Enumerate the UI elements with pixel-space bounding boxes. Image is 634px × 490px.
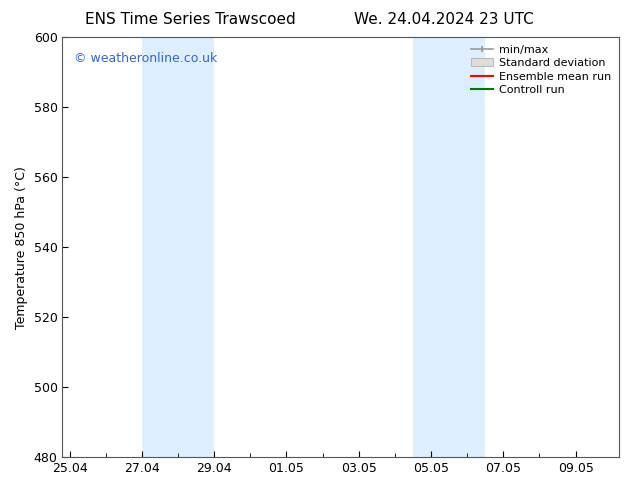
Text: ENS Time Series Trawscoed: ENS Time Series Trawscoed bbox=[85, 12, 295, 27]
Text: We. 24.04.2024 23 UTC: We. 24.04.2024 23 UTC bbox=[354, 12, 534, 27]
Text: © weatheronline.co.uk: © weatheronline.co.uk bbox=[74, 52, 217, 65]
Bar bbox=[142, 37, 214, 457]
Legend: min/max, Standard deviation, Ensemble mean run, Controll run: min/max, Standard deviation, Ensemble me… bbox=[467, 41, 616, 99]
Y-axis label: Temperature 850 hPa (°C): Temperature 850 hPa (°C) bbox=[15, 166, 28, 329]
Bar bbox=[413, 37, 485, 457]
